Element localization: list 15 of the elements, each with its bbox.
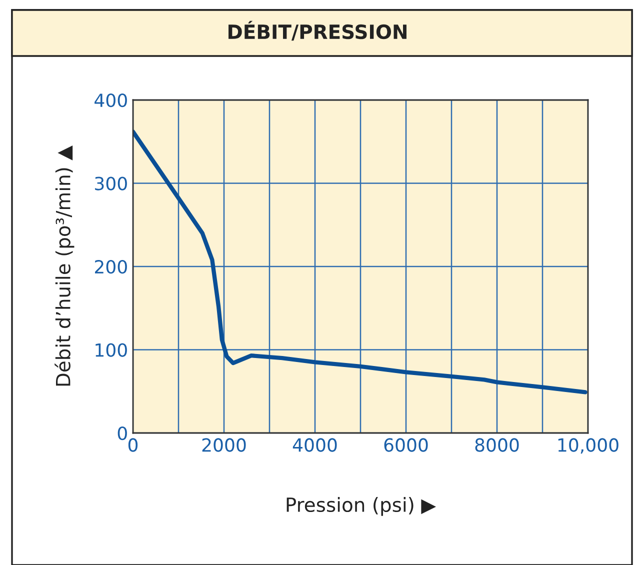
x-tick-label: 6000 [384, 438, 428, 452]
x-tick-label: 0 [128, 438, 138, 452]
y-axis-title: Débit d’huile (po³/min) ▲ [54, 145, 74, 386]
x-tick-label: 10,000 [558, 438, 618, 454]
x-axis-title: Pression (psi) ▶ [286, 497, 436, 516]
y-tick-label: 400 [94, 93, 127, 108]
x-tick-label: 8000 [475, 438, 519, 452]
y-tick-label: 100 [96, 343, 127, 357]
x-tick-label: 2000 [202, 438, 246, 452]
y-tick-label: 0 [118, 426, 127, 440]
x-tick-label: 4000 [292, 438, 337, 452]
chart-title: DÉBIT/PRESSION [228, 20, 406, 41]
line-series [133, 130, 588, 394]
y-tick-label: 300 [95, 176, 127, 190]
y-tick-label: 200 [95, 260, 127, 274]
